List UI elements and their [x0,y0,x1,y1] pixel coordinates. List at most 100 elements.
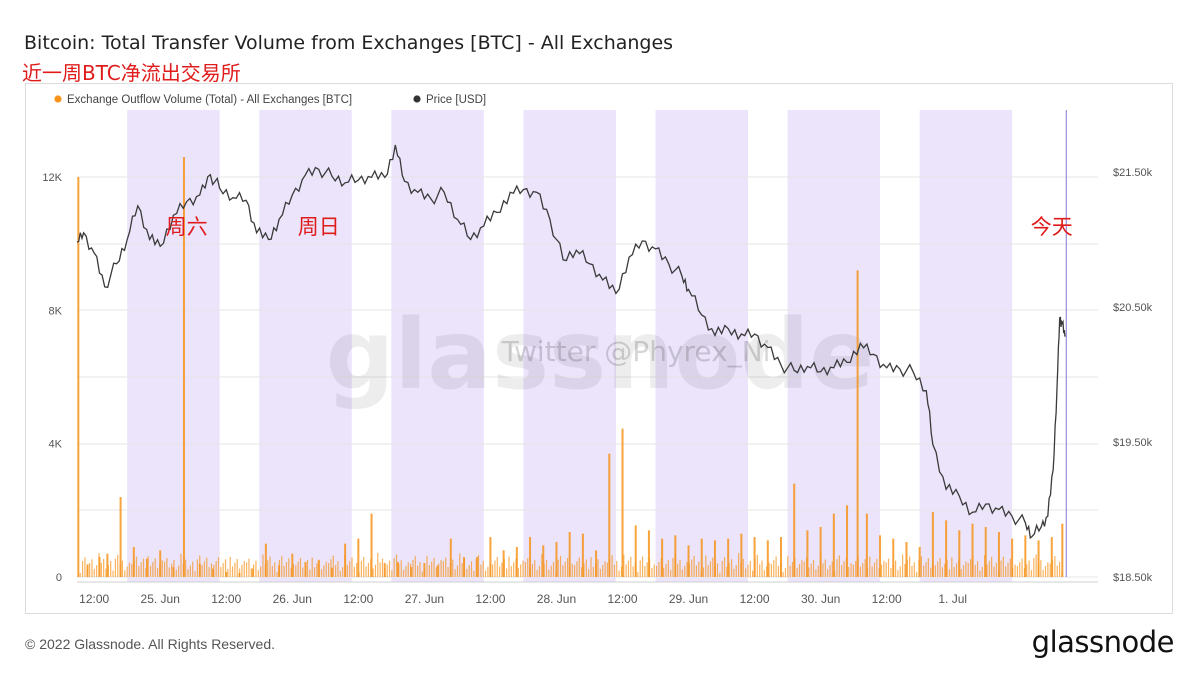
outflow-noise-bar-283 [742,558,744,577]
outflow-noise-bar-104 [323,565,325,577]
outflow-noise-bar-16 [117,554,119,577]
copyright: © 2022 Glassnode. All Rights Reserved. [25,636,276,652]
legend[interactable]: Exchange Outflow Volume (Total) - All Ex… [54,94,486,106]
outflow-bar-75 [1050,537,1053,577]
outflow-noise-bar-9 [100,562,102,577]
outflow-bars [77,157,1064,577]
outflow-noise-bar-255 [677,563,679,577]
outflow-noise-bar-148 [426,555,428,577]
outflow-noise-bar-172 [482,560,484,577]
outflow-noise-bar-40 [173,560,175,577]
outflow-noise-bar-202 [552,561,555,577]
outflow-noise-bar-58 [215,561,217,577]
outflow-noise-bar-156 [445,557,447,577]
outflow-noise-bar-191 [527,558,529,577]
outflow-noise-bar-409 [1037,563,1040,577]
outflow-noise-bar-345 [887,558,890,577]
outflow-noise-bar-205 [559,555,562,577]
outflow-noise-bar-8 [98,553,100,577]
outflow-noise-bar-100 [313,567,316,577]
outflow-noise-bar-103 [320,569,323,577]
outflow-noise-bar-377 [962,565,965,577]
outflow-noise-bar-227 [611,555,613,577]
outflow-noise-bar-175 [489,563,491,577]
outflow-noise-bar-17 [119,564,121,577]
outflow-noise-bar-327 [845,557,847,577]
outflow-noise-bar-340 [876,558,878,577]
outflow-noise-bar-310 [805,557,808,577]
outflow-noise-bar-300 [782,571,784,577]
outflow-noise-bar-5 [91,559,93,577]
outflow-bar-6 [146,558,149,577]
outflow-noise-bar-385 [981,567,983,577]
outflow-noise-bar-150 [431,561,433,577]
outflow-noise-bar-249 [663,567,665,577]
outflow-noise-bar-347 [892,564,894,577]
outflow-noise-bar-19 [124,570,126,577]
outflow-noise-bar-412 [1044,565,1047,577]
outflow-noise-bar-224 [604,561,606,577]
outflow-bar-49 [713,540,716,577]
outflow-noise-bar-250 [665,564,667,577]
outflow-noise-bar-54 [206,557,208,577]
outflow-noise-bar-136 [398,564,400,577]
outflow-noise-bar-378 [965,561,967,577]
outflow-bar-15 [264,543,267,577]
outflow-bar-17 [291,553,294,577]
outflow-noise-bar-193 [531,564,534,577]
outflow-noise-bar-289 [756,554,758,577]
outflow-noise-bar-263 [695,565,698,577]
outflow-noise-bar-37 [166,557,168,577]
outflow-bar-31 [476,557,479,577]
outflow-noise-bar-203 [555,571,557,577]
outflow-noise-bar-360 [923,565,925,577]
outflow-noise-bar-56 [210,563,213,577]
outflow-noise-bar-121 [363,556,365,577]
legend-label-0: Exchange Outflow Volume (Total) - All Ex… [67,94,352,106]
outflow-noise-bar-188 [520,564,522,577]
outflow-noise-bar-77 [260,566,262,577]
outflow-noise-bar-215 [583,563,585,577]
outflow-noise-bar-22 [131,564,133,577]
outflow-noise-bar-21 [128,562,131,577]
outflow-noise-bar-75 [255,560,257,577]
outflow-noise-bar-195 [536,569,538,577]
outflow-noise-bar-176 [491,564,494,577]
outflow-noise-bar-99 [311,557,313,577]
outflow-noise-bar-189 [522,560,524,577]
outflow-noise-bar-271 [714,567,716,577]
legend-dot-1 [413,95,421,103]
glassnode-logo[interactable]: glassnode [1031,625,1175,659]
outflow-noise-bar-60 [220,566,222,577]
outflow-noise-bar-66 [234,562,236,577]
outflow-noise-bar-280 [735,565,737,577]
outflow-noise-bar-275 [723,557,726,577]
outflow-noise-bar-417 [1056,565,1058,577]
outflow-noise-bar-301 [784,568,787,577]
outflow-noise-bar-382 [974,564,976,577]
outflow-noise-bar-322 [834,571,836,577]
outflow-noise-bar-7 [96,565,98,577]
outflow-bar-50 [727,538,730,577]
outflow-noise-bar-184 [510,566,512,577]
outflow-bar-76 [1061,523,1064,577]
outflow-bar-34 [515,547,518,577]
outflow-noise-bar-256 [679,559,681,577]
outflow-bar-62 [879,535,882,577]
outflow-noise-bar-273 [719,572,721,577]
outflow-noise-bar-358 [918,559,920,577]
outflow-noise-bar-159 [452,559,454,577]
outflow-noise-bar-129 [381,558,384,577]
outflow-noise-bar-325 [841,565,843,577]
outflow-noise-bar-137 [400,560,402,577]
outflow-noise-bar-226 [609,558,611,577]
outflow-noise-bar-307 [798,563,801,577]
outflow-noise-bar-346 [890,568,892,577]
outflow-noise-bar-147 [424,567,426,577]
x-tick-11: 30. Jun [801,592,840,606]
outflow-noise-bar-47 [189,565,191,577]
shade-band-3 [523,110,616,582]
outflow-noise-bar-380 [969,559,972,577]
outflow-noise-bar-259 [686,561,688,577]
outflow-noise-bar-416 [1054,556,1056,577]
